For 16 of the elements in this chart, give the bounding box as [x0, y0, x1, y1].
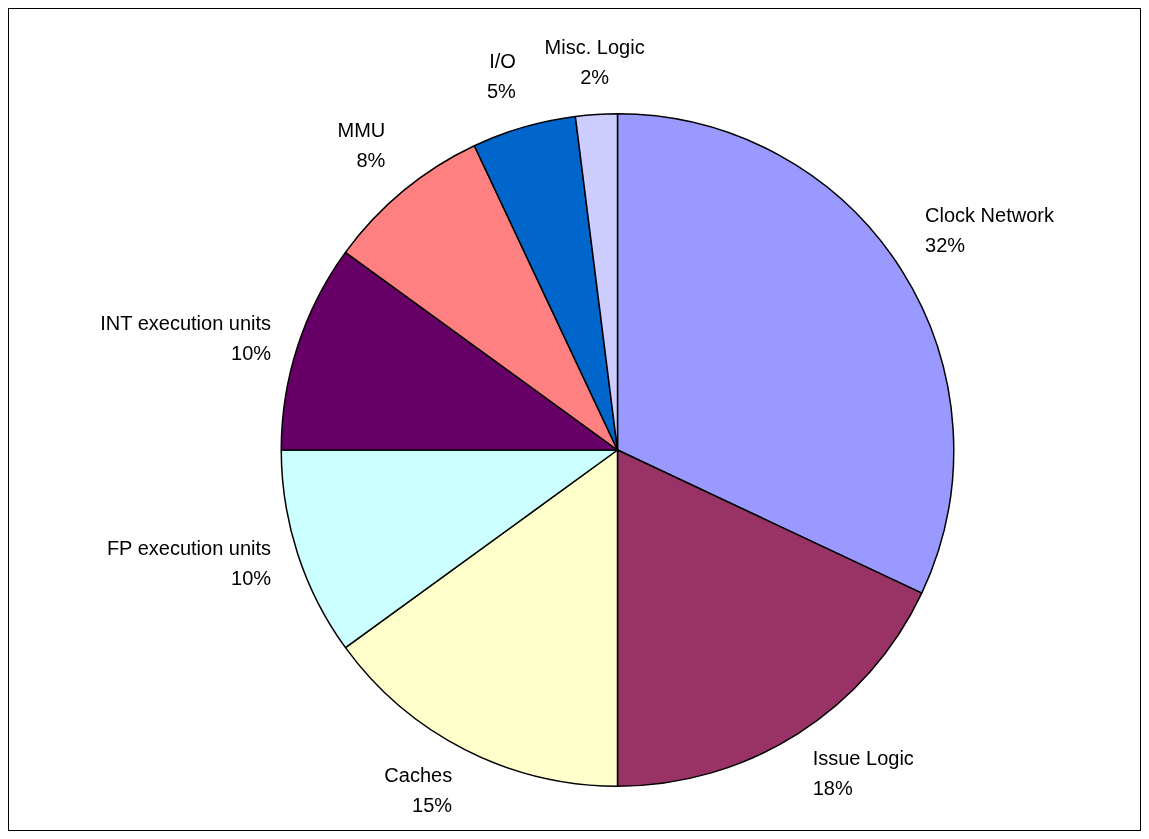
slice-label: Misc. Logic: [544, 35, 645, 58]
data-label: 2%: [580, 65, 610, 88]
data-label: 10%: [231, 341, 272, 364]
slice-label: MMU: [337, 118, 386, 141]
slice-label: Issue Logic: [812, 747, 914, 770]
data-label: 5%: [486, 79, 517, 102]
data-label: 18%: [812, 777, 853, 800]
data-label: 10%: [231, 567, 272, 590]
slice-label: INT execution units: [100, 311, 272, 334]
slice-label: FP execution units: [106, 537, 272, 560]
slice-label: I/O: [489, 49, 516, 72]
slice-label: Caches: [384, 764, 453, 787]
slice-label: Clock Network: [925, 204, 1055, 227]
data-label: 8%: [356, 148, 386, 171]
data-label: 15%: [412, 794, 453, 817]
data-label: 32%: [925, 234, 966, 257]
